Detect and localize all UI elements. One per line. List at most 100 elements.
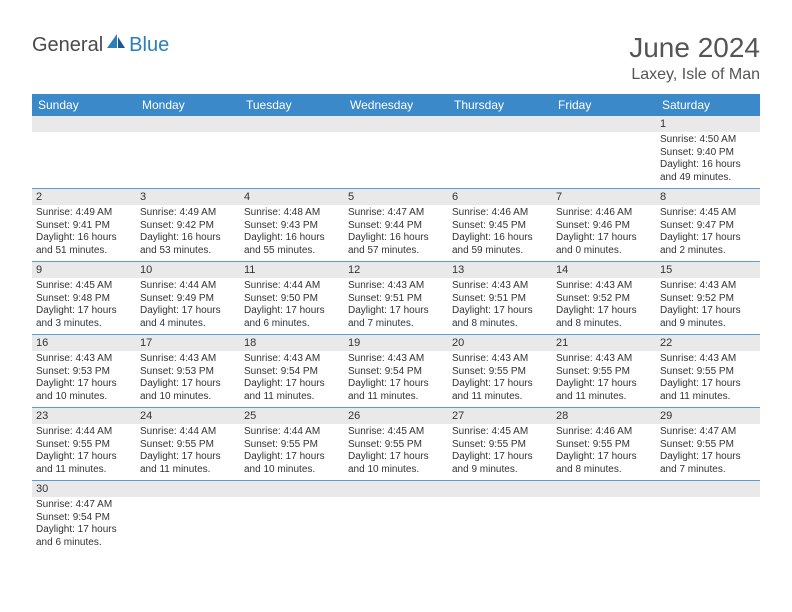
- day-number-row: 16171819202122: [32, 335, 760, 352]
- daylight-text: Daylight: 17 hours: [140, 305, 236, 318]
- day-number: 28: [552, 408, 656, 425]
- sunrise-text: Sunrise: 4:43 AM: [140, 353, 236, 366]
- day-cell: Sunrise: 4:43 AMSunset: 9:55 PMDaylight:…: [552, 351, 656, 408]
- day-cell: Sunrise: 4:43 AMSunset: 9:52 PMDaylight:…: [656, 278, 760, 335]
- day-number: 6: [448, 189, 552, 206]
- daylight-text: and 10 minutes.: [140, 391, 236, 404]
- sunrise-text: Sunrise: 4:47 AM: [348, 207, 444, 220]
- day-cell: [32, 132, 136, 189]
- day-number: 15: [656, 262, 760, 279]
- daylight-text: Daylight: 17 hours: [452, 378, 548, 391]
- daylight-text: and 53 minutes.: [140, 245, 236, 258]
- day-cell: Sunrise: 4:46 AMSunset: 9:46 PMDaylight:…: [552, 205, 656, 262]
- day-number: 3: [136, 189, 240, 206]
- daylight-text: and 57 minutes.: [348, 245, 444, 258]
- day-cell: Sunrise: 4:43 AMSunset: 9:54 PMDaylight:…: [344, 351, 448, 408]
- sunset-text: Sunset: 9:42 PM: [140, 220, 236, 233]
- day-number: 7: [552, 189, 656, 206]
- logo-text-blue: Blue: [129, 34, 169, 57]
- day-cell: Sunrise: 4:45 AMSunset: 9:55 PMDaylight:…: [448, 424, 552, 481]
- daylight-text: and 11 minutes.: [244, 391, 340, 404]
- day-cell: Sunrise: 4:43 AMSunset: 9:55 PMDaylight:…: [448, 351, 552, 408]
- sunset-text: Sunset: 9:51 PM: [348, 293, 444, 306]
- daylight-text: Daylight: 17 hours: [452, 305, 548, 318]
- day-number: [344, 481, 448, 498]
- sunrise-text: Sunrise: 4:47 AM: [660, 426, 756, 439]
- header: General Blue June 2024 Laxey, Isle of Ma…: [32, 32, 760, 84]
- daylight-text: and 6 minutes.: [36, 537, 132, 550]
- day-number: [136, 481, 240, 498]
- day-header: Monday: [136, 94, 240, 116]
- calendar-page: General Blue June 2024 Laxey, Isle of Ma…: [0, 0, 792, 573]
- daylight-text: Daylight: 17 hours: [556, 305, 652, 318]
- daylight-text: Daylight: 17 hours: [348, 305, 444, 318]
- daylight-text: Daylight: 17 hours: [556, 378, 652, 391]
- sunrise-text: Sunrise: 4:45 AM: [452, 426, 548, 439]
- day-number: 18: [240, 335, 344, 352]
- daylight-text: Daylight: 17 hours: [660, 378, 756, 391]
- daylight-text: Daylight: 16 hours: [452, 232, 548, 245]
- sunrise-text: Sunrise: 4:45 AM: [348, 426, 444, 439]
- sunset-text: Sunset: 9:54 PM: [244, 366, 340, 379]
- week-row: Sunrise: 4:44 AMSunset: 9:55 PMDaylight:…: [32, 424, 760, 481]
- day-cell: Sunrise: 4:44 AMSunset: 9:49 PMDaylight:…: [136, 278, 240, 335]
- day-number: 22: [656, 335, 760, 352]
- day-number: 10: [136, 262, 240, 279]
- day-number: 29: [656, 408, 760, 425]
- day-number-row: 23242526272829: [32, 408, 760, 425]
- daylight-text: Daylight: 16 hours: [660, 159, 756, 172]
- day-header: Friday: [552, 94, 656, 116]
- day-number: 20: [448, 335, 552, 352]
- day-cell: [448, 497, 552, 553]
- daylight-text: and 59 minutes.: [452, 245, 548, 258]
- daylight-text: and 7 minutes.: [348, 318, 444, 331]
- sunset-text: Sunset: 9:55 PM: [452, 439, 548, 452]
- sunset-text: Sunset: 9:55 PM: [36, 439, 132, 452]
- day-number: 1: [656, 116, 760, 132]
- sunrise-text: Sunrise: 4:43 AM: [348, 353, 444, 366]
- sunset-text: Sunset: 9:46 PM: [556, 220, 652, 233]
- daylight-text: Daylight: 17 hours: [660, 305, 756, 318]
- sunset-text: Sunset: 9:55 PM: [556, 366, 652, 379]
- day-cell: [136, 132, 240, 189]
- day-number: 25: [240, 408, 344, 425]
- day-cell: [136, 497, 240, 553]
- day-cell: [344, 497, 448, 553]
- week-row: Sunrise: 4:47 AMSunset: 9:54 PMDaylight:…: [32, 497, 760, 553]
- day-number: 5: [344, 189, 448, 206]
- sunset-text: Sunset: 9:54 PM: [348, 366, 444, 379]
- day-number: [552, 116, 656, 132]
- daylight-text: Daylight: 17 hours: [556, 451, 652, 464]
- day-number: 26: [344, 408, 448, 425]
- daylight-text: Daylight: 17 hours: [244, 305, 340, 318]
- day-number: 16: [32, 335, 136, 352]
- sunrise-text: Sunrise: 4:43 AM: [556, 280, 652, 293]
- daylight-text: Daylight: 17 hours: [36, 524, 132, 537]
- week-row: Sunrise: 4:45 AMSunset: 9:48 PMDaylight:…: [32, 278, 760, 335]
- day-number: 27: [448, 408, 552, 425]
- daylight-text: and 3 minutes.: [36, 318, 132, 331]
- sunrise-text: Sunrise: 4:49 AM: [140, 207, 236, 220]
- sunset-text: Sunset: 9:55 PM: [660, 366, 756, 379]
- daylight-text: Daylight: 17 hours: [140, 451, 236, 464]
- day-cell: [344, 132, 448, 189]
- daylight-text: Daylight: 17 hours: [452, 451, 548, 464]
- day-cell: Sunrise: 4:44 AMSunset: 9:55 PMDaylight:…: [136, 424, 240, 481]
- day-number: [240, 481, 344, 498]
- day-cell: Sunrise: 4:43 AMSunset: 9:53 PMDaylight:…: [136, 351, 240, 408]
- day-cell: Sunrise: 4:47 AMSunset: 9:55 PMDaylight:…: [656, 424, 760, 481]
- daylight-text: and 8 minutes.: [452, 318, 548, 331]
- day-cell: Sunrise: 4:49 AMSunset: 9:42 PMDaylight:…: [136, 205, 240, 262]
- day-header-row: Sunday Monday Tuesday Wednesday Thursday…: [32, 94, 760, 116]
- day-number: [344, 116, 448, 132]
- daylight-text: and 4 minutes.: [140, 318, 236, 331]
- day-cell: [240, 132, 344, 189]
- sunrise-text: Sunrise: 4:43 AM: [660, 353, 756, 366]
- day-number: 21: [552, 335, 656, 352]
- day-cell: Sunrise: 4:45 AMSunset: 9:47 PMDaylight:…: [656, 205, 760, 262]
- day-cell: [448, 132, 552, 189]
- day-number: [136, 116, 240, 132]
- day-number-row: 1: [32, 116, 760, 132]
- day-number: 24: [136, 408, 240, 425]
- daylight-text: Daylight: 17 hours: [36, 305, 132, 318]
